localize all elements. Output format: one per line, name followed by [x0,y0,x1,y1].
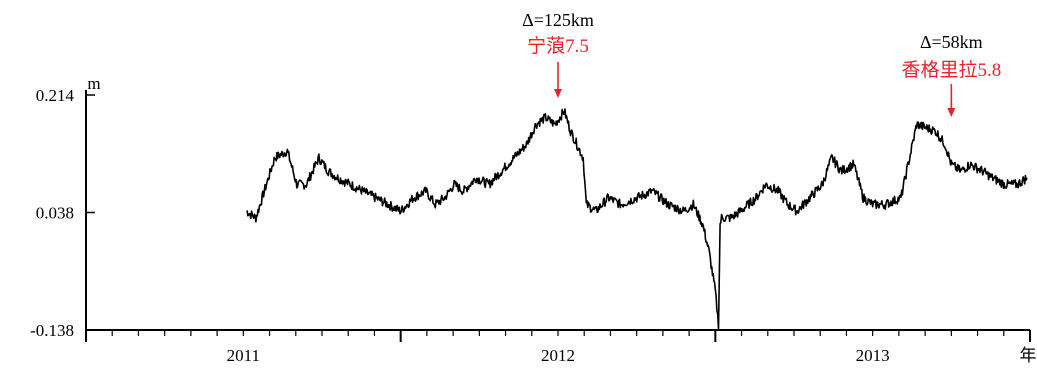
annotation-arrow-head [554,89,562,98]
x-tick-label: 2012 [541,346,575,365]
y-tick-label: 0.038 [36,204,74,223]
y-axis-unit-label: m [87,74,100,93]
annotation-distance: Δ=58km [920,32,983,52]
annotations: Δ=125km 宁蒗7.5 Δ=58km 香格里拉5.8 [522,10,1001,117]
annotation-event: 宁蒗7.5 [527,35,589,57]
y-tick-label: -0.138 [30,321,74,340]
x-tick-label: 2011 [227,346,260,365]
annotation-event: 香格里拉5.8 [901,59,1001,81]
axes: 0.214 0.038 -0.138 m 2011 2012 2013 年 [30,74,1036,365]
annotation-distance: Δ=125km [522,10,594,30]
data-series-trace [246,108,1028,330]
annotation-arrow-head [947,108,956,117]
x-tick-label: 2013 [856,346,890,365]
series-line [246,108,1028,330]
y-tick-label: 0.214 [36,86,75,105]
x-axis-unit-label: 年 [1020,346,1037,365]
